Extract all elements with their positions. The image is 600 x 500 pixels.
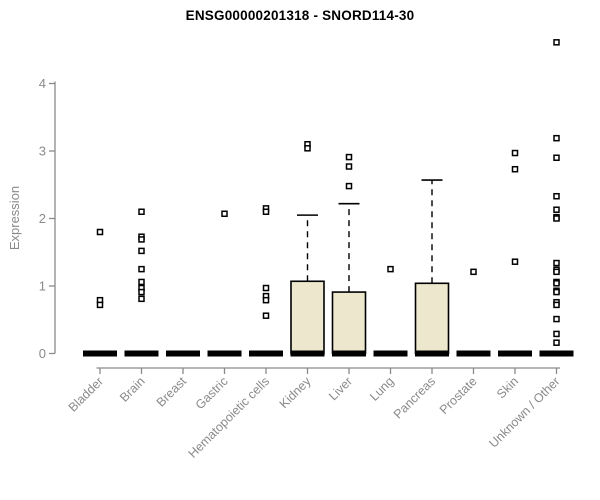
data-point [262,208,270,215]
data-point [553,268,560,276]
data-point [511,258,519,265]
box-iqr [290,280,325,355]
data-point [553,330,560,338]
data-point [138,295,145,303]
box-iqr [414,282,450,355]
data-point [138,208,145,215]
y-tick-label: 1 [39,279,46,294]
data-point [96,228,104,236]
median-bar [124,350,159,357]
data-point [262,284,270,292]
median-bar [332,350,366,357]
data-point [553,134,560,142]
data-point [553,154,560,161]
median-bar [456,350,491,357]
x-tick-label: Bladder [66,374,106,414]
chart-title: ENSG00000201318 - SNORD114-30 [185,8,415,23]
data-point [221,210,228,218]
x-tick-label: Prostate [437,374,480,417]
x-tick-label: Pancreas [391,374,438,421]
y-tick-label: 0 [39,346,46,361]
median-bar [207,350,242,357]
x-tick-label: Gastric [193,374,231,412]
median-bar [415,350,449,357]
data-point [553,206,560,213]
box-iqr [331,291,367,355]
median-bar [373,350,408,357]
data-point [553,315,560,323]
data-point [511,149,519,157]
data-point [553,215,560,222]
data-point [96,301,104,309]
data-point [511,165,519,173]
data-point [345,153,353,161]
data-point [262,312,270,319]
median-bar [290,350,325,357]
y-tick-label: 3 [39,144,46,159]
median-bar [166,350,200,357]
median-bar [249,350,283,357]
x-tick-label: Skin [494,374,521,401]
median-bar [83,350,117,357]
y-tick-label: 4 [39,76,46,91]
data-point [470,268,477,276]
data-point [553,192,560,200]
data-point [138,265,145,273]
data-point [553,39,560,46]
data-point [138,288,145,296]
data-point [138,247,145,255]
data-point [553,288,560,296]
data-point [138,278,145,286]
x-tick-label: Brain [117,374,148,405]
data-point [553,301,560,309]
median-bar [498,350,532,357]
y-tick-label: 2 [39,211,46,226]
x-tick-label: Hematopoietic cells [186,374,273,461]
data-point [553,259,560,267]
data-point [553,280,560,287]
data-point [553,339,560,346]
x-tick-label: Kidney [277,374,314,411]
data-point [345,182,353,190]
data-point [387,265,394,273]
x-tick-label: Breast [154,374,190,410]
median-bar [539,350,574,357]
x-tick-label: Liver [326,374,355,403]
data-point [262,296,270,304]
data-point [304,145,311,152]
x-tick-label: Lung [367,374,397,404]
data-point [138,236,145,243]
x-tick-label: Unknown / Other [486,374,562,450]
data-point [345,163,353,170]
